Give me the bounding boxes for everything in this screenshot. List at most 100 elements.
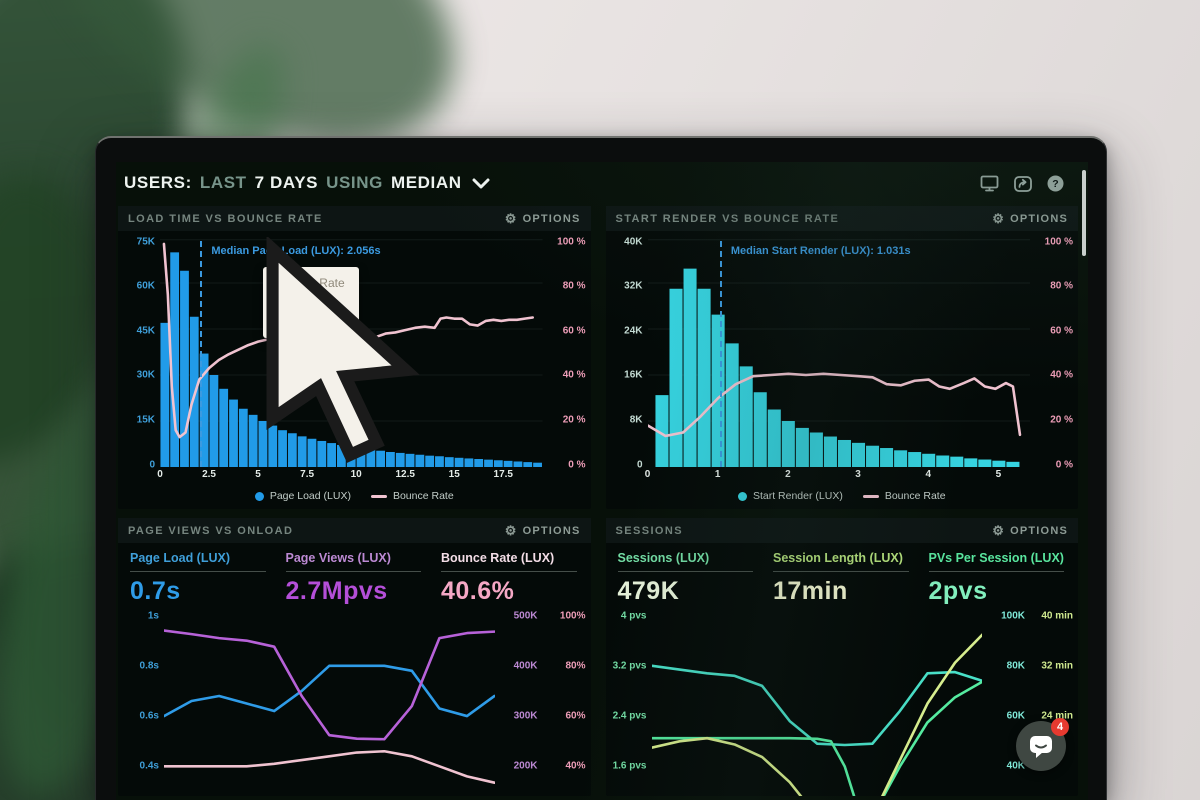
title-segment: 7 DAYS (254, 173, 319, 192)
metric-label: PVs Per Session (LUX) (928, 551, 1064, 572)
panel-page-views-vs-onload: PAGE VIEWS VS ONLOAD ⚙ OPTIONS Page Load… (118, 518, 591, 796)
options-button[interactable]: ⚙ OPTIONS (992, 524, 1068, 537)
gear-icon: ⚙ (504, 211, 518, 226)
metric-page-load: Page Load (LUX) 0.7s (130, 551, 266, 606)
metric-label: Bounce Rate (LUX) (441, 551, 577, 572)
metric-label: Page Views (LUX) (285, 551, 421, 572)
chevron-down-icon (472, 178, 490, 188)
metric-label: Session Length (LUX) (773, 551, 909, 572)
metric-value: 0.7s (130, 577, 181, 605)
right-axes: 100K 80K 60K 40K 40 min 32 min 24 min (982, 610, 1078, 796)
x-axis-labels: 0 2.5 5 7.5 10 12.5 15 17.5 (157, 469, 513, 480)
dashboard-topbar: USERS: LAST 7 DAYS USING MEDIAN (116, 162, 1088, 202)
options-button[interactable]: ⚙ OPTIONS (505, 524, 581, 537)
scrollbar-thumb[interactable] (1082, 170, 1086, 256)
panel-title: SESSIONS (615, 524, 683, 537)
options-label: OPTIONS (1010, 524, 1068, 537)
right-axis-labels: 100 % 80 % 60 % 40 % 20 % 0 % (1044, 236, 1073, 471)
metric-value: 40.6% (441, 577, 515, 605)
median-marker: Median Page Load (LUX): 2.056s (200, 241, 381, 467)
metric-bounce-rate: Bounce Rate (LUX) 40.6% (441, 551, 577, 606)
left-axis-labels: 1s 0.8s 0.6s 0.4s (139, 610, 159, 772)
metric-session-length: Session Length (LUX) 17min (773, 551, 909, 606)
users-filter-dropdown[interactable]: USERS: LAST 7 DAYS USING MEDIAN (124, 173, 490, 193)
right-axis-sessions: 100K 80K 60K 40K (1001, 610, 1025, 772)
legend-label: Page Load (LUX) (269, 490, 351, 502)
legend-label: Bounce Rate (392, 490, 454, 502)
panel-title: LOAD TIME VS BOUNCE RATE (128, 212, 323, 225)
panel-sessions: SESSIONS ⚙ OPTIONS Sessions (LUX) 479K S… (605, 518, 1079, 796)
metric-label: Sessions (LUX) (617, 551, 753, 572)
laptop: USERS: LAST 7 DAYS USING MEDIAN (95, 136, 1107, 800)
options-label: OPTIONS (1010, 212, 1068, 225)
title-segment: MEDIAN (390, 173, 462, 192)
legend-item-start-render[interactable]: Start Render (LUX) (737, 490, 843, 502)
right-axis-minutes: 40 min 32 min 24 min (1041, 610, 1073, 722)
legend-item-bounce-rate[interactable]: Bounce Rate (370, 490, 454, 502)
help-icon[interactable]: ? (1047, 175, 1064, 192)
metric-value: 2pvs (928, 577, 988, 605)
histogram-plot: Median Start Render (LUX): 1.031s (648, 237, 1031, 467)
chart-legend: Page Load (LUX) Bounce Rate (118, 483, 591, 509)
chat-widget-button[interactable]: 4 (1016, 718, 1069, 771)
gear-icon: ⚙ (992, 523, 1006, 538)
panel-title: START RENDER VS BOUNCE RATE (615, 212, 840, 225)
share-icon[interactable] (1014, 175, 1032, 192)
metric-row: Sessions (LUX) 479K Session Length (LUX)… (606, 543, 1079, 608)
panel-header: START RENDER VS BOUNCE RATE ⚙ OPTIONS (605, 206, 1078, 231)
svg-text:?: ? (1052, 178, 1058, 190)
legend-label: Bounce Rate (884, 490, 946, 502)
dashboard-screen: USERS: LAST 7 DAYS USING MEDIAN (116, 162, 1088, 800)
display-icon[interactable] (980, 175, 999, 192)
chat-unread-badge: 4 (1051, 718, 1069, 736)
legend-item-bounce-rate[interactable]: Bounce Rate (862, 490, 946, 502)
legend-dot-icon (737, 491, 747, 501)
options-button[interactable]: ⚙ OPTIONS (505, 212, 581, 225)
legend-line-icon (370, 494, 387, 498)
legend-dot-icon (254, 491, 264, 501)
title-segment: LAST (199, 173, 247, 192)
panel-grid: LOAD TIME VS BOUNCE RATE ⚙ OPTIONS 75K 60… (116, 202, 1088, 796)
right-axis-labels: 100 % 80 % 60 % 40 % 20 % 0 % (557, 236, 586, 471)
metric-value: 17min (773, 577, 848, 605)
right-axis-bounce: 100% 80% 60% 40% (559, 610, 586, 772)
left-axis-labels: 4 pvs 3.2 pvs 2.4 pvs 1.6 pvs (612, 610, 647, 772)
histogram-plot: Bounce Rate 7s 57.1% Median Page Load (L… (160, 237, 543, 467)
mouse-cursor (266, 237, 420, 463)
metric-page-views: Page Views (LUX) 2.7Mpvs (285, 551, 421, 606)
right-axes: 500K 400K 300K 200K 100% 80% 60% 40% (495, 610, 591, 796)
chart-legend: Start Render (LUX) Bounce Rate (606, 483, 1079, 509)
panel-start-render-vs-bounce-rate: START RENDER VS BOUNCE RATE ⚙ OPTIONS 40… (605, 206, 1079, 509)
legend-label: Start Render (LUX) (752, 490, 843, 502)
legend-line-icon (862, 494, 879, 498)
panel-header: LOAD TIME VS BOUNCE RATE ⚙ OPTIONS (118, 206, 591, 231)
options-button[interactable]: ⚙ OPTIONS (992, 212, 1068, 225)
start-render-histogram (648, 237, 1031, 467)
panel-header: PAGE VIEWS VS ONLOAD ⚙ OPTIONS (118, 518, 591, 543)
line-plot (652, 610, 983, 796)
panel-title: PAGE VIEWS VS ONLOAD (128, 524, 294, 537)
metric-value: 479K (617, 577, 680, 605)
options-label: OPTIONS (522, 524, 581, 537)
metric-sessions: Sessions (LUX) 479K (617, 551, 753, 606)
sessions-line-chart (652, 610, 983, 796)
legend-item-page-load[interactable]: Page Load (LUX) (254, 490, 351, 502)
median-marker: Median Start Render (LUX): 1.031s (719, 241, 911, 467)
metric-label: Page Load (LUX) (130, 551, 266, 572)
left-axis-labels: 75K 60K 45K 30K 15K 0 (136, 236, 155, 471)
title-segment: USERS: (124, 173, 192, 192)
gear-icon: ⚙ (504, 523, 518, 538)
metric-row: Page Load (LUX) 0.7s Page Views (LUX) 2.… (118, 543, 591, 608)
panel-header: SESSIONS ⚙ OPTIONS (605, 518, 1078, 543)
title-segment: USING (326, 173, 383, 192)
line-plot (164, 610, 495, 796)
metric-pvs-per-session: PVs Per Session (LUX) 2pvs (928, 551, 1064, 606)
gear-icon: ⚙ (992, 211, 1006, 226)
page-views-line-chart (164, 610, 495, 796)
panel-load-time-vs-bounce-rate: LOAD TIME VS BOUNCE RATE ⚙ OPTIONS 75K 60… (118, 206, 591, 509)
options-label: OPTIONS (522, 212, 581, 225)
chat-bubble-icon (1030, 735, 1052, 758)
topbar-icons: ? (980, 175, 1078, 192)
right-axis-pageviews: 500K 400K 300K 200K (513, 610, 538, 772)
